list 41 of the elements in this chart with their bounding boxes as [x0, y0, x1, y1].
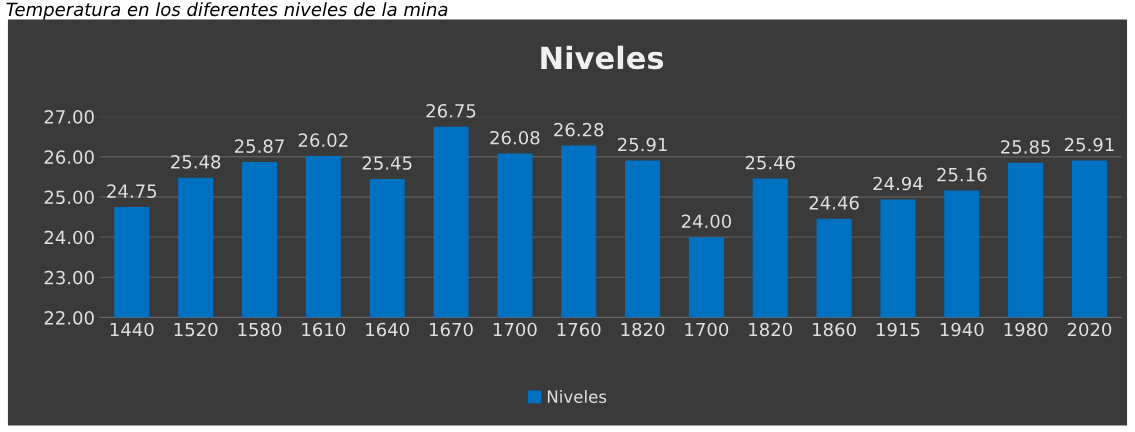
data-label: 25.16 — [937, 167, 987, 182]
y-tick-label: 24.00 — [44, 230, 94, 245]
x-tick-label: 1700 — [685, 322, 729, 337]
data-label: 25.46 — [745, 155, 795, 170]
y-tick-label: 22.00 — [44, 310, 94, 325]
data-label: 24.46 — [809, 195, 859, 210]
data-label: 25.85 — [1001, 140, 1050, 154]
x-tick-label: 1670 — [430, 322, 473, 337]
text: Temperatura en los diferentes niveles de la mina — [6, 2, 448, 20]
data-label: 25.91 — [618, 137, 667, 152]
x-tick-label: 1980 — [1004, 322, 1048, 337]
data-label: 26.02 — [298, 133, 348, 147]
y-tick-label: 26.00 — [44, 150, 94, 164]
x-tick-label: 1700 — [493, 322, 537, 337]
legend-label: Niveles — [547, 390, 607, 403]
x-tick-label: 1915 — [876, 322, 920, 337]
data-label: 24.75 — [107, 184, 157, 198]
x-tick-label: 1610 — [302, 322, 346, 337]
x-tick-label: 1640 — [366, 322, 409, 337]
x-tick-label: 1760 — [557, 322, 601, 337]
x-tick-label: 1940 — [940, 322, 984, 337]
x-tick-label: 1440 — [110, 322, 154, 337]
x-tick-label: 2020 — [1067, 322, 1112, 337]
x-tick-label: 1820 — [749, 322, 793, 337]
x-tick-label: 1820 — [621, 322, 665, 337]
data-label: 25.48 — [171, 155, 221, 169]
y-tick-label: 27.00 — [44, 110, 94, 124]
data-label: 25.87 — [234, 139, 284, 153]
x-tick-label: 1580 — [238, 322, 282, 337]
y-tick-label: 23.00 — [44, 270, 94, 285]
data-label: 26.08 — [490, 130, 540, 145]
data-label: 25.45 — [362, 156, 412, 170]
data-label: 24.94 — [873, 176, 923, 191]
data-label: 25.91 — [1064, 137, 1114, 152]
x-tick-label: 1860 — [813, 322, 856, 337]
data-label: 26.28 — [554, 122, 604, 137]
data-label: 26.75 — [426, 103, 476, 118]
chart-title: Niveles — [541, 45, 664, 70]
x-tick-label: 1520 — [174, 322, 218, 337]
data-label: 24.00 — [681, 214, 732, 229]
y-tick-label: 25.00 — [44, 190, 94, 205]
